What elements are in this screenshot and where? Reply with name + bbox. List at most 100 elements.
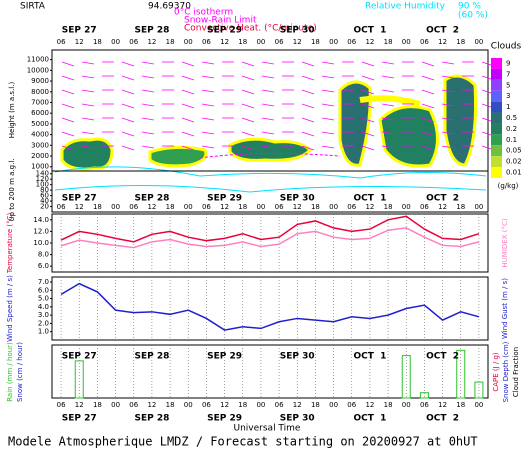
x-tick-label: 06	[347, 38, 356, 46]
wind-arrow	[201, 145, 215, 149]
x-tick-label: 00	[184, 203, 193, 211]
plot-frame	[51, 213, 489, 273]
colorbar-label: 5	[506, 81, 510, 89]
wind-arrow	[421, 117, 435, 123]
wind-arrow	[241, 75, 255, 81]
wind-arrow	[181, 131, 195, 137]
wind-arrow	[241, 131, 255, 137]
axis-label: Cloud Fraction	[512, 347, 520, 397]
wind-arrow	[381, 75, 395, 79]
wind-arrow	[301, 103, 315, 109]
legend-isotherm: 0°C isotherm	[174, 8, 233, 18]
x-tick-label: 12	[293, 38, 302, 46]
wind-arrow	[201, 61, 215, 65]
y-tick-label: 2.0	[38, 319, 49, 327]
colorbar-swatch	[491, 58, 502, 69]
date-label: SEP 30	[280, 414, 315, 424]
date-label: SEP 29	[207, 352, 242, 362]
date-label: SEP 28	[134, 194, 169, 204]
y-tick-label: 4.0	[38, 303, 49, 311]
y-tick-label: 140	[36, 170, 49, 178]
colorbar-swatch	[491, 101, 502, 113]
y-tick-label: 5.0	[38, 295, 49, 303]
x-tick-label: 12	[220, 203, 229, 211]
isotherm-line	[199, 152, 341, 159]
y-tick-label: 3000	[31, 141, 49, 149]
plot-frame	[51, 344, 489, 399]
x-tick-label: 18	[384, 401, 393, 409]
wind-arrow	[361, 89, 375, 95]
wind-arrow	[321, 145, 335, 149]
wind-arrow	[441, 61, 455, 65]
x-tick-label: 06	[202, 38, 211, 46]
date-label: OCT 2	[426, 26, 459, 36]
x-tick-label: 06	[202, 203, 211, 211]
date-label: OCT 2	[426, 194, 459, 204]
wind-arrow	[141, 131, 155, 135]
wind-arrow	[361, 145, 375, 151]
x-tick-label: 18	[311, 203, 320, 211]
wind-arrow	[201, 117, 215, 121]
wind-arrow	[321, 131, 335, 135]
wind-arrow	[361, 75, 375, 81]
wind-arrow	[121, 131, 135, 137]
date-label: SEP 30	[280, 26, 315, 36]
wind-arrow	[301, 131, 315, 137]
header: SIRTA 94.69370 0°C isotherm Snow-Rain Li…	[20, 2, 488, 34]
x-tick-label: 18	[166, 401, 175, 409]
wind-arrow	[81, 131, 95, 135]
y-tick-label: 7000	[31, 98, 49, 106]
x-tick-label: 06	[275, 203, 284, 211]
y-tick-label: 60	[40, 192, 49, 200]
colorbar-label: 0.2	[506, 125, 517, 133]
axis-label: HUMIDEX (°C)	[501, 218, 509, 267]
x-tick-label: 18	[93, 203, 102, 211]
x-tick-label: 12	[438, 401, 447, 409]
wind-arrow	[421, 89, 435, 95]
y-tick-label: 1.0	[38, 328, 49, 336]
wind-arrow	[321, 103, 335, 107]
wind-arrow	[141, 89, 155, 93]
x-tick-label: 12	[365, 38, 374, 46]
date-label: SEP 27	[62, 194, 97, 204]
axis-label: CAPE (J / g)	[492, 352, 500, 392]
y-tick-label: 4000	[31, 131, 49, 139]
wind-arrow	[381, 89, 395, 93]
x-tick-label: 06	[420, 38, 429, 46]
x-tick-label: 00	[111, 203, 120, 211]
cloud	[228, 137, 313, 162]
cloud	[148, 145, 208, 168]
wind-arrow	[61, 75, 75, 81]
colorbar-swatch	[491, 79, 502, 91]
x-tick-label: 18	[456, 401, 465, 409]
x-tick-label: 00	[402, 401, 411, 409]
wind-arrow	[81, 89, 95, 93]
date-label: SEP 30	[280, 352, 315, 362]
x-tick-label: 06	[57, 203, 66, 211]
wind-arrow	[361, 117, 375, 123]
cloud	[338, 80, 372, 167]
colorbar-swatch	[491, 145, 502, 157]
wind-arrow	[301, 61, 315, 67]
axis-label: Height (m a.s.l.)	[8, 82, 16, 139]
axis-label: Wind Speed (m / s)	[6, 275, 14, 342]
legend-h90: 90 %	[458, 2, 481, 12]
wind-arrow	[441, 103, 455, 107]
x-tick-label: 06	[420, 401, 429, 409]
x-tick-label: 06	[347, 203, 356, 211]
colorbar-unit: (g/kg)	[498, 182, 519, 190]
wind-arrow	[361, 61, 375, 67]
wind-arrow	[261, 145, 275, 149]
x-tick-label: 18	[238, 203, 247, 211]
wind-arrow	[441, 89, 455, 93]
line	[60, 282, 480, 331]
wind-arrow	[241, 117, 255, 123]
wind-arrow	[241, 103, 255, 109]
y-tick-label: 9000	[31, 77, 49, 85]
x-tick-label: 18	[456, 38, 465, 46]
date-label: SEP 29	[207, 194, 242, 204]
x-tick-label: 18	[456, 203, 465, 211]
humidity-contour	[54, 184, 487, 193]
axis-label: Up to 200 m a.g.l.	[8, 158, 16, 221]
colorbar-swatch	[491, 167, 502, 178]
